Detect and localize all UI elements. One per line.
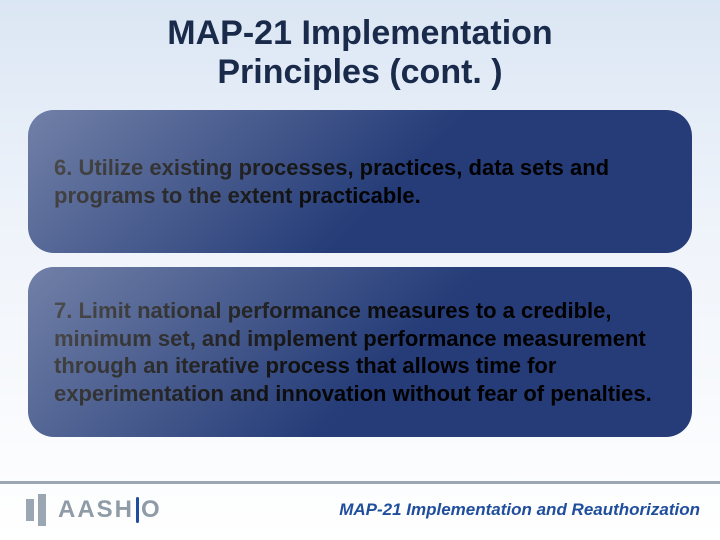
principle-6-text: 6. Utilize existing processes, practices… [54,155,609,208]
principle-card-7: 7. Limit national performance measures t… [28,267,692,437]
principle-card-6: 6. Utilize existing processes, practices… [28,110,692,253]
logo-text: AASH O [58,496,162,524]
title-line-2: Principles (cont. ) [217,53,502,91]
logo-bars-icon [26,494,46,526]
logo-text-after: O [141,496,162,524]
footer-divider [0,481,720,484]
footer-label: MAP-21 Implementation and Reauthorizatio… [339,500,700,520]
slide-title: MAP-21 Implementation Principles (cont. … [0,0,720,100]
title-line-1: MAP-21 Implementation [167,14,552,52]
logo-text-before: AASH [58,496,134,524]
logo-divider-icon [136,497,139,523]
aashto-logo: AASH O [26,494,162,526]
principle-7-text: 7. Limit national performance measures t… [54,298,652,406]
